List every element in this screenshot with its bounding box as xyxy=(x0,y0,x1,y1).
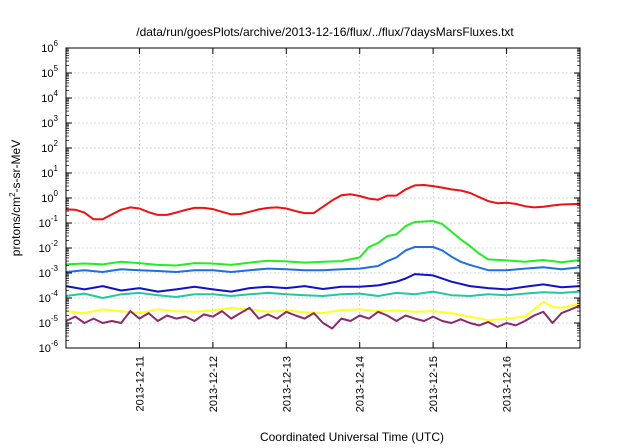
y-tick-label: 100 xyxy=(41,189,58,205)
x-tick-label: 2013-12-11 xyxy=(134,356,146,411)
y-axis-label: protons/cm2-s-sr-MeV xyxy=(8,140,23,256)
y-tick-label: 10-3 xyxy=(39,264,59,280)
y-tick-label: 10-6 xyxy=(39,339,59,355)
series-lines xyxy=(65,184,581,330)
x-tick-label: 2013-12-15 xyxy=(428,356,440,412)
tick-marks xyxy=(66,47,580,349)
series-line-7 xyxy=(65,304,581,330)
y-tick-label: 104 xyxy=(41,89,58,105)
y-tick-label: 103 xyxy=(41,114,58,130)
y-tick-label: 10-1 xyxy=(39,214,59,230)
series-line-2 xyxy=(65,220,581,267)
x-tick-label: 2013-12-12 xyxy=(208,356,220,412)
series-line-5 xyxy=(65,290,581,299)
y-tick-label: 101 xyxy=(41,164,58,180)
series-line-6 xyxy=(65,300,581,322)
x-tick-labels: 2013-12-11 2013-12-12 2013-12-13 2013-12-14… xyxy=(134,356,513,412)
y-tick-label: 102 xyxy=(41,139,58,155)
y-tick-label: 106 xyxy=(41,39,58,55)
x-tick-label: 2013-12-13 xyxy=(281,356,293,412)
series-line-1 xyxy=(65,184,581,221)
y-tick-label: 10-5 xyxy=(39,314,59,330)
x-tick-label: 2013-12-16 xyxy=(502,356,514,412)
chart-title: /data/run/goesPlots/archive/2013-12-16/f… xyxy=(136,25,514,39)
series-line-4 xyxy=(65,273,581,293)
series-line-3 xyxy=(65,246,581,273)
y-tick-label: 105 xyxy=(41,64,58,80)
y-tick-label: 10-4 xyxy=(39,289,59,305)
x-axis-label: Coordinated Universal Time (UTC) xyxy=(260,430,444,444)
x-tick-label: 2013-12-14 xyxy=(355,356,367,412)
y-tick-label: 10-2 xyxy=(39,239,59,255)
y-tick-labels: 10-6 10-5 10-4 10-3 10-2 10-1 100 101 102 103 104 1… xyxy=(39,39,59,355)
